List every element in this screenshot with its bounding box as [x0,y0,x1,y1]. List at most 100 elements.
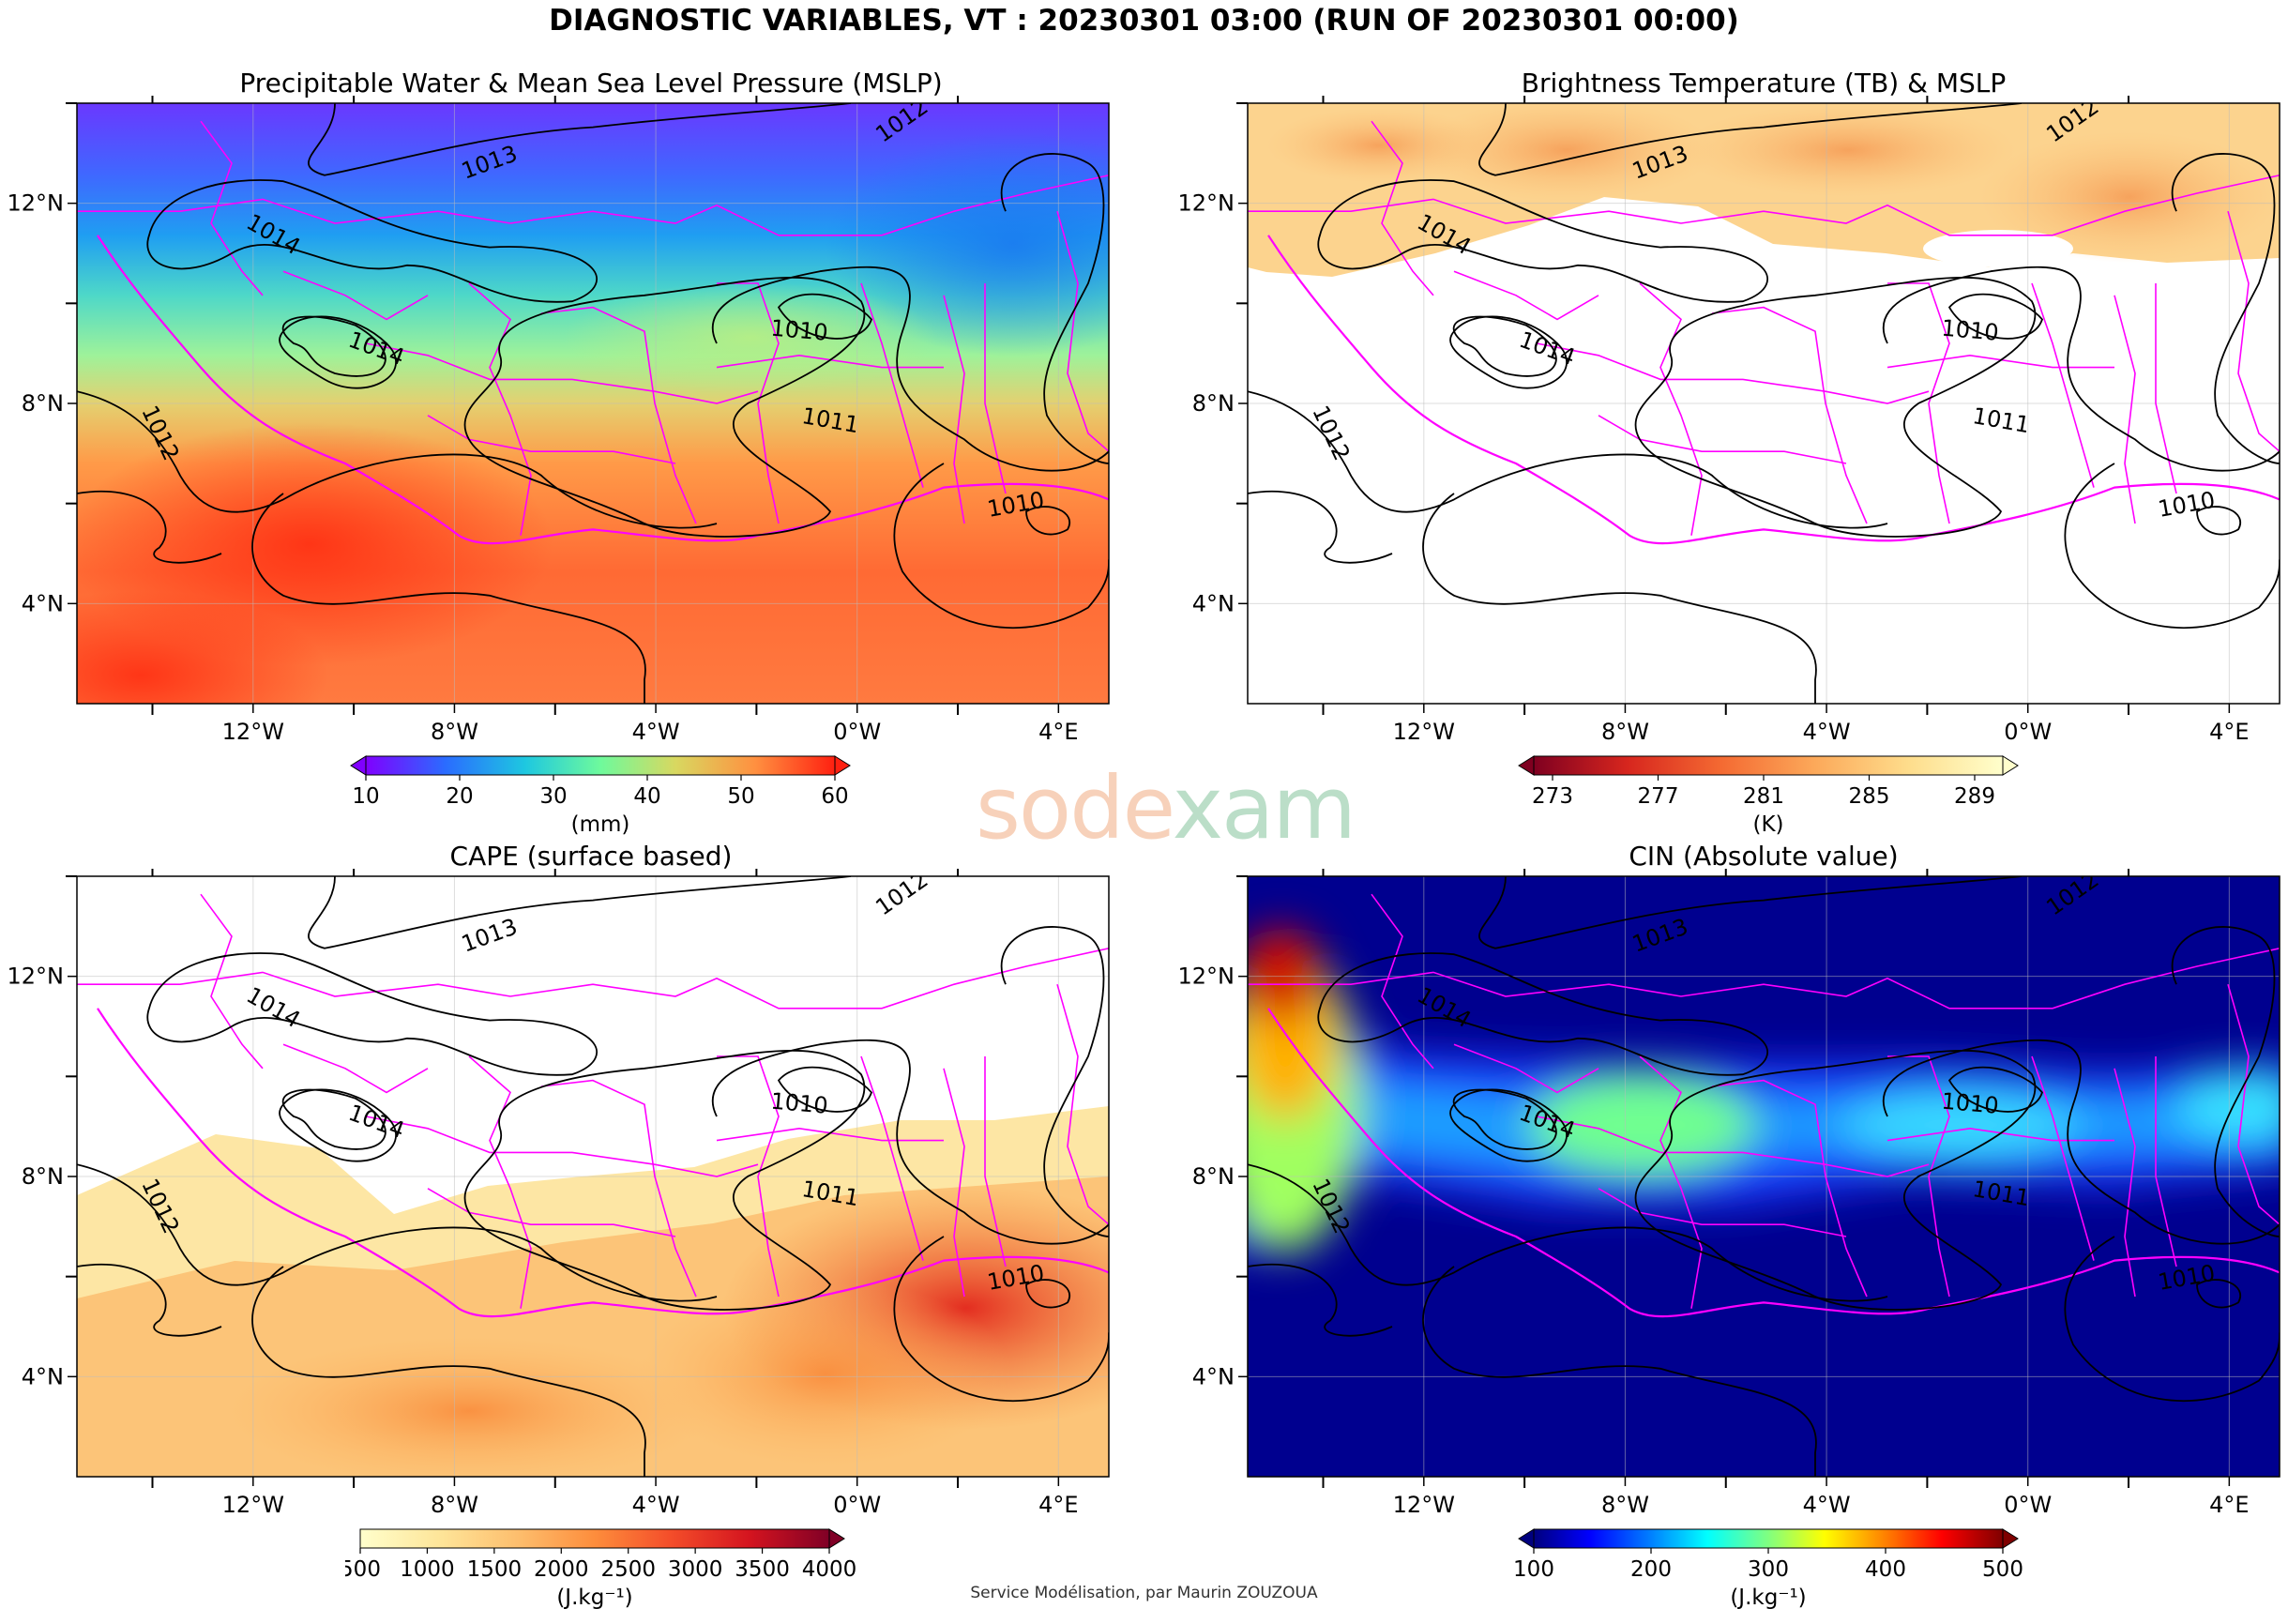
country-border [716,1127,944,1142]
colorbar-unit-label: (mm) [571,812,630,837]
country-border [984,283,1007,494]
x-tick-label: 8°W [431,719,478,745]
country-border [860,282,924,488]
y-tick-label: 8°N [22,1163,64,1190]
isobar-line [1452,1088,1557,1150]
x-tick-label: 8°W [1601,1492,1649,1518]
colorbar-cin: 100 200 300 400 500 (J.kg⁻¹) [1506,1522,2031,1611]
country-border [2155,283,2177,494]
country-border [1598,1188,1847,1237]
y-tick-label: 4°N [1192,590,1235,616]
map-panel-cape: 1013 1012 1014 1014 1010 1011 1012 1010 12°W 8°W 4… [0,867,1144,1524]
isobar-line [1248,491,1393,564]
country-border [77,948,1109,1009]
y-tick-label: 12°N [8,964,65,990]
isobar-line [893,463,1109,630]
country-border [716,354,944,369]
isobar-line [1317,952,1768,1076]
colorbar-unit-label: (K) [1752,812,1783,837]
country-border [1711,306,1868,524]
isobar-line [1248,390,1888,529]
colorbar-tick-label: 30 [539,784,567,809]
isobar-line [1882,266,2280,472]
isobar-line [1634,276,2037,538]
colorbar-precipitable-water: 10 20 30 40 50 60 (mm) [338,749,863,838]
isobar-line [777,1066,873,1113]
country-border [540,306,697,524]
country-border [2227,983,2280,1225]
country-border [1056,983,1109,1225]
isobar-line [463,1049,866,1311]
country-border [984,1056,1007,1267]
panel-title-cape: CAPE (surface based) [449,841,733,872]
colorbar-tick-label: 20 [446,784,473,809]
colorbar-ticks: 10 20 30 40 50 60 (mm) [352,775,849,837]
isobar-line [1947,293,2044,340]
isobar-line [1452,315,1557,377]
country-border [1453,270,1599,321]
colorbar-tick-label: 1000 [400,1557,455,1582]
colorbar-tick-label: 400 [1865,1557,1906,1582]
country-border [77,175,1109,236]
isobar-line [1248,1264,1393,1337]
isobar-line [77,1163,718,1302]
colorbar-tick-label: 300 [1748,1557,1789,1582]
country-border [717,282,780,524]
colorbar-tick-label: 50 [727,784,754,809]
colorbar-tick-label: 40 [633,784,660,809]
country-border [2155,1056,2177,1267]
x-tick-label: 8°W [1601,719,1649,745]
y-tick-label: 12°N [1178,190,1235,217]
brightness-temperature-field [1248,103,2280,704]
coastline [1267,235,2280,545]
country-border [1453,1043,1599,1094]
isobar-line [146,179,598,303]
isobar-line [1478,876,2023,949]
country-border [365,1116,759,1177]
coastline [97,1008,1109,1318]
country-border [2114,295,2136,524]
x-tick-label: 4°W [1803,719,1851,745]
country-border [1711,1079,1868,1298]
panel-title-precipitable-water: Precipitable Water & Mean Sea Level Pres… [239,68,943,99]
isobar-line [279,1088,397,1162]
country-border [943,295,965,524]
y-tick-label: 4°N [22,1363,64,1389]
isobar-line [2064,1236,2280,1403]
colorbar-ticks: 273 277 281 285 289 (K) [1532,775,1995,837]
cape-field [77,876,1109,1477]
colorbar-cape: 500 1000 1500 2000 2500 3000 3500 4000 (J.kg⁻¹) [345,1522,871,1611]
isobar-line [1025,1279,1070,1309]
isobar-line [711,266,1109,472]
isobar-line [2196,1279,2241,1309]
colorbar-tick-label: 100 [1513,1557,1554,1582]
colorbar-brightness-temperature: 273 277 281 285 289 (K) [1506,749,2031,838]
isobar-line [1248,1163,1888,1302]
country-border [468,1055,532,1309]
isobar-line [308,103,852,176]
isobar-label: 1010 [769,315,828,346]
colorbar-ticks: 500 1000 1500 2000 2500 3000 3500 4000 (J.kg⁻¹) [345,1548,856,1610]
country-border [282,270,429,321]
x-tick-label: 0°W [833,1492,881,1518]
isobar-line [1422,493,1817,704]
country-border [1248,948,2280,1009]
x-tick-label: 0°W [2004,719,2052,745]
country-border [1639,1055,1703,1309]
colorbar-tick-label: 10 [352,784,379,809]
isobar-line [279,315,397,389]
isobar-line [1449,315,1568,389]
x-tick-label: 4°E [2209,1492,2249,1518]
country-border [1887,282,1950,524]
isobar-line [1478,103,2023,176]
country-border [200,893,264,1070]
x-tick-label: 4°E [1038,719,1078,745]
isobar-line [2196,506,2241,536]
colorbar-unit-label: (J.kg⁻¹) [1730,1586,1806,1610]
isobar-line [1025,506,1070,536]
x-tick-label: 4°E [2209,719,2249,745]
panel-title-brightness-temperature: Brightness Temperature (TB) & MSLP [1521,68,2007,99]
isobar-line [463,276,866,538]
country-border [200,120,264,296]
